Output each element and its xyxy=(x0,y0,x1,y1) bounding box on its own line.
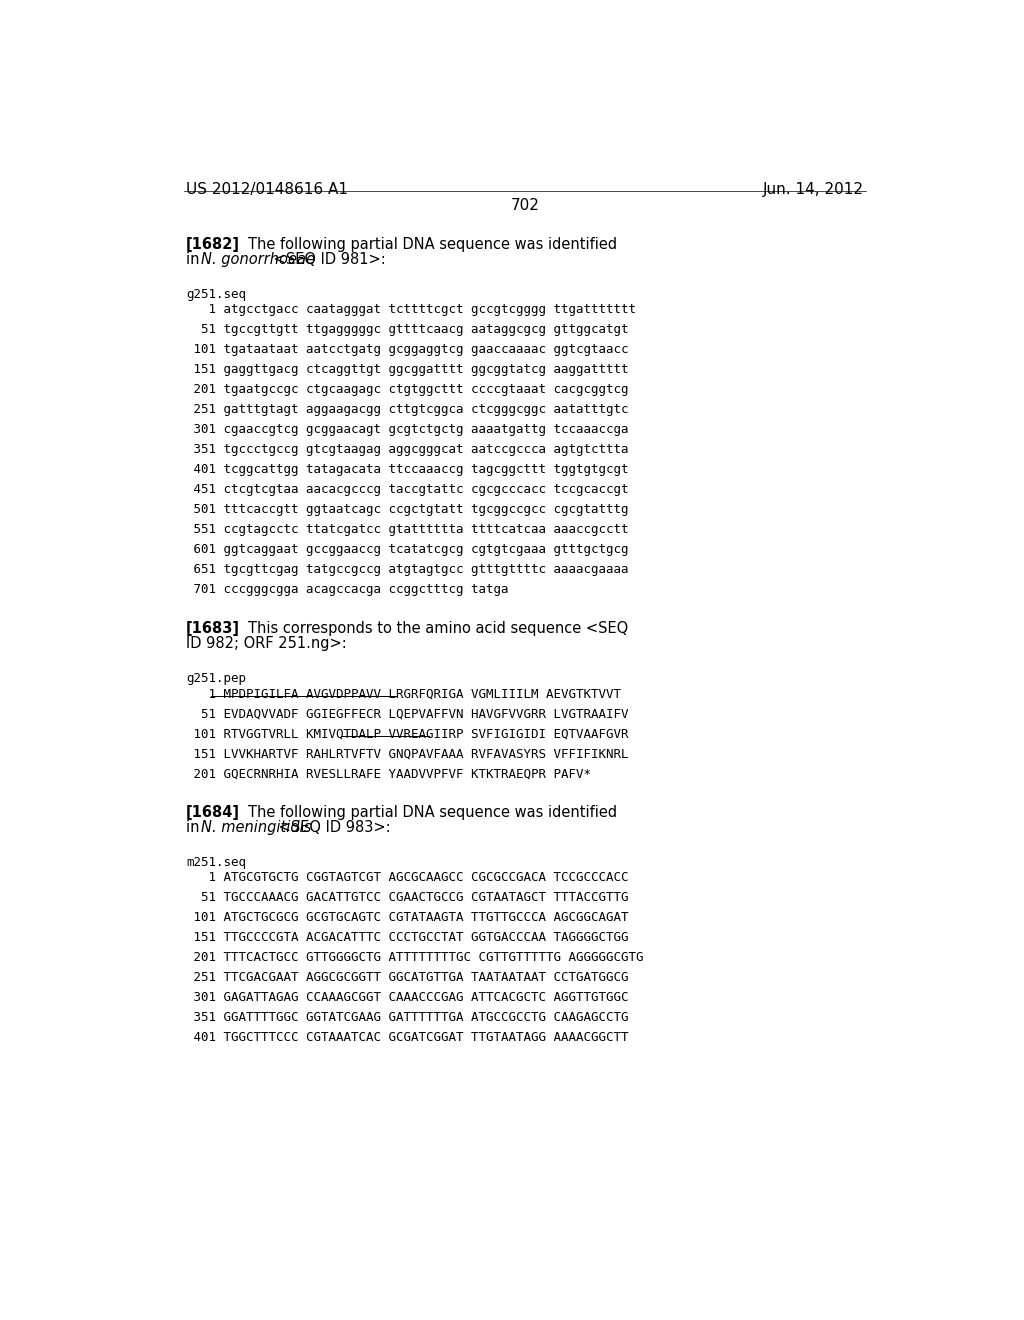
Text: 201 tgaatgccgc ctgcaagagc ctgtggcttt ccccgtaaat cacgcggtcg: 201 tgaatgccgc ctgcaagagc ctgtggcttt ccc… xyxy=(186,383,629,396)
Text: 551 ccgtagcctc ttatcgatcc gtatttttta ttttcatcaa aaaccgcctt: 551 ccgtagcctc ttatcgatcc gtatttttta ttt… xyxy=(186,524,629,536)
Text: 201 TTTCACTGCC GTTGGGGCTG ATTTTTTTTGC CGTTGTTTTTG AGGGGGCGTG: 201 TTTCACTGCC GTTGGGGCTG ATTTTTTTTGC CG… xyxy=(186,952,644,964)
Text: 301 GAGATTAGAG CCAAAGCGGT CAAACCCGAG ATTCACGCTC AGGTTGTGGC: 301 GAGATTAGAG CCAAAGCGGT CAAACCCGAG ATT… xyxy=(186,991,629,1005)
Text: 701 cccgggcgga acagccacga ccggctttcg tatga: 701 cccgggcgga acagccacga ccggctttcg tat… xyxy=(186,583,509,597)
Text: 151 gaggttgacg ctcaggttgt ggcggatttt ggcggtatcg aaggattttt: 151 gaggttgacg ctcaggttgt ggcggatttt ggc… xyxy=(186,363,629,376)
Text: US 2012/0148616 A1: US 2012/0148616 A1 xyxy=(186,182,348,197)
Text: 51 tgccgttgtt ttgagggggc gttttcaacg aataggcgcg gttggcatgt: 51 tgccgttgtt ttgagggggc gttttcaacg aata… xyxy=(186,323,629,337)
Text: 151 TTGCCCCGTA ACGACATTTC CCCTGCCTAT GGTGACCCAA TAGGGGCTGG: 151 TTGCCCCGTA ACGACATTTC CCCTGCCTAT GGT… xyxy=(186,931,629,944)
Text: [1682]: [1682] xyxy=(186,238,240,252)
Text: g251.seq: g251.seq xyxy=(186,288,246,301)
Text: 51 EVDAQVVADF GGIEGFFECR LQEPVAFFVN HAVGFVVGRR LVGTRAAIFV: 51 EVDAQVVADF GGIEGFFECR LQEPVAFFVN HAVG… xyxy=(186,708,629,721)
Text: N. meningitidis: N. meningitidis xyxy=(201,820,311,834)
Text: 101 ATGCTGCGCG GCGTGCAGTC CGTATAAGTA TTGTTGCCCA AGCGGCAGAT: 101 ATGCTGCGCG GCGTGCAGTC CGTATAAGTA TTG… xyxy=(186,911,629,924)
Text: 251 TTCGACGAAT AGGCGCGGTT GGCATGTTGA TAATAATAAT CCTGATGGCG: 251 TTCGACGAAT AGGCGCGGTT GGCATGTTGA TAA… xyxy=(186,972,629,985)
Text: 401 tcggcattgg tatagacata ttccaaaccg tagcggcttt tggtgtgcgt: 401 tcggcattgg tatagacata ttccaaaccg tag… xyxy=(186,463,629,477)
Text: 1 ATGCGTGCTG CGGTAGTCGT AGCGCAAGCC CGCGCCGACA TCCGCCCACC: 1 ATGCGTGCTG CGGTAGTCGT AGCGCAAGCC CGCGC… xyxy=(186,871,629,884)
Text: 151 LVVKHARTVF RAHLRTVFTV GNQPAVFAAA RVFAVASYRS VFFIFIKNRL: 151 LVVKHARTVF RAHLRTVFTV GNQPAVFAAA RVF… xyxy=(186,747,629,760)
Text: The following partial DNA sequence was identified: The following partial DNA sequence was i… xyxy=(248,238,617,252)
Text: [1683]: [1683] xyxy=(186,620,240,636)
Text: 401 TGGCTTTCCC CGTAAATCAC GCGATCGGAT TTGTAATAGG AAAACGGCTT: 401 TGGCTTTCCC CGTAAATCAC GCGATCGGAT TTG… xyxy=(186,1031,629,1044)
Text: in: in xyxy=(186,820,204,834)
Text: g251.pep: g251.pep xyxy=(186,672,246,685)
Text: in: in xyxy=(186,252,204,267)
Text: 501 tttcaccgtt ggtaatcagc ccgctgtatt tgcggccgcc cgcgtatttg: 501 tttcaccgtt ggtaatcagc ccgctgtatt tgc… xyxy=(186,503,629,516)
Text: 301 cgaaccgtcg gcggaacagt gcgtctgctg aaaatgattg tccaaaccga: 301 cgaaccgtcg gcggaacagt gcgtctgctg aaa… xyxy=(186,424,629,437)
Text: 601 ggtcaggaat gccggaaccg tcatatcgcg cgtgtcgaaa gtttgctgcg: 601 ggtcaggaat gccggaaccg tcatatcgcg cgt… xyxy=(186,544,629,557)
Text: <SEQ ID 981>:: <SEQ ID 981>: xyxy=(269,252,386,267)
Text: 451 ctcgtcgtaa aacacgcccg taccgtattc cgcgcccacc tccgcaccgt: 451 ctcgtcgtaa aacacgcccg taccgtattc cgc… xyxy=(186,483,629,496)
Text: 251 gatttgtagt aggaagacgg cttgtcggca ctcgggcggc aatatttgtc: 251 gatttgtagt aggaagacgg cttgtcggca ctc… xyxy=(186,404,629,416)
Text: 101 RTVGGTVRLL KMIVQTDALP VVREAGIIRP SVFIGIGIDI EQTVAAFGVR: 101 RTVGGTVRLL KMIVQTDALP VVREAGIIRP SVF… xyxy=(186,727,629,741)
Text: 1 MPDPIGILFA AVGVDPPAVV LRGRFQRIGA VGMLIIILM AEVGTKTVVT: 1 MPDPIGILFA AVGVDPPAVV LRGRFQRIGA VGMLI… xyxy=(186,688,622,700)
Text: 351 tgccctgccg gtcgtaagag aggcgggcat aatccgccca agtgtcttta: 351 tgccctgccg gtcgtaagag aggcgggcat aat… xyxy=(186,444,629,457)
Text: [1684]: [1684] xyxy=(186,805,240,820)
Text: 702: 702 xyxy=(510,198,540,214)
Text: N. gonorrhoeae: N. gonorrhoeae xyxy=(201,252,314,267)
Text: m251.seq: m251.seq xyxy=(186,857,246,869)
Text: 651 tgcgttcgag tatgccgccg atgtagtgcc gtttgttttc aaaacgaaaa: 651 tgcgttcgag tatgccgccg atgtagtgcc gtt… xyxy=(186,564,629,577)
Text: The following partial DNA sequence was identified: The following partial DNA sequence was i… xyxy=(248,805,617,820)
Text: 101 tgataataat aatcctgatg gcggaggtcg gaaccaaaac ggtcgtaacc: 101 tgataataat aatcctgatg gcggaggtcg gaa… xyxy=(186,343,629,356)
Text: 201 GQECRNRHIA RVESLLRAFE YAADVVPFVF KTKTRAEQPR PAFV*: 201 GQECRNRHIA RVESLLRAFE YAADVVPFVF KTK… xyxy=(186,767,591,780)
Text: 1 atgcctgacc caatagggat tcttttcgct gccgtcgggg ttgattttttt: 1 atgcctgacc caatagggat tcttttcgct gccgt… xyxy=(186,304,636,317)
Text: Jun. 14, 2012: Jun. 14, 2012 xyxy=(763,182,863,197)
Text: 51 TGCCCAAACG GACATTGTCC CGAACTGCCG CGTAATAGCT TTTACCGTTG: 51 TGCCCAAACG GACATTGTCC CGAACTGCCG CGTA… xyxy=(186,891,629,904)
Text: 351 GGATTTTGGC GGTATCGAAG GATTTTTTGA ATGCCGCCTG CAAGAGCCTG: 351 GGATTTTGGC GGTATCGAAG GATTTTTTGA ATG… xyxy=(186,1011,629,1024)
Text: <SEQ ID 983>:: <SEQ ID 983>: xyxy=(274,820,390,834)
Text: This corresponds to the amino acid sequence <SEQ: This corresponds to the amino acid seque… xyxy=(248,620,629,636)
Text: ID 982; ORF 251.ng>:: ID 982; ORF 251.ng>: xyxy=(186,636,347,651)
